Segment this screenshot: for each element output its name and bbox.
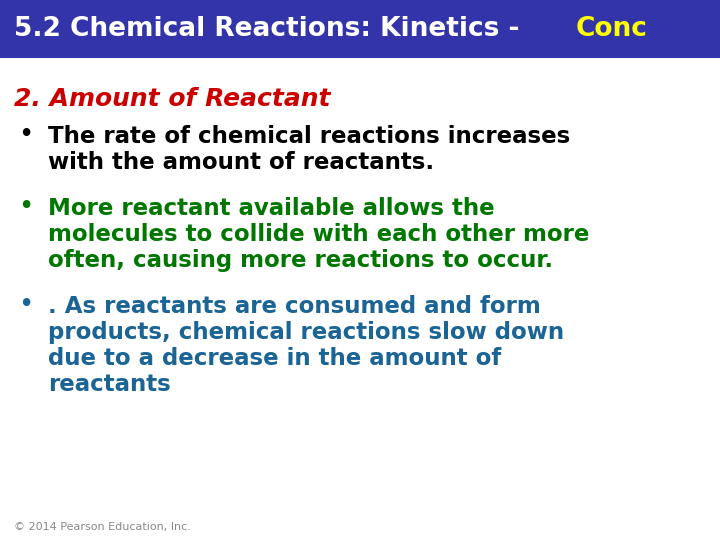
Text: © 2014 Pearson Education, Inc.: © 2014 Pearson Education, Inc.	[14, 522, 191, 532]
Text: •: •	[18, 292, 33, 318]
Text: •: •	[18, 194, 33, 220]
Text: Conc: Conc	[576, 16, 648, 42]
Text: due to a decrease in the amount of: due to a decrease in the amount of	[48, 347, 501, 370]
Text: 5.2 Chemical Reactions: Kinetics -: 5.2 Chemical Reactions: Kinetics -	[14, 16, 528, 42]
Text: The rate of chemical reactions increases: The rate of chemical reactions increases	[48, 125, 570, 148]
Text: with the amount of reactants.: with the amount of reactants.	[48, 151, 434, 174]
Text: reactants: reactants	[48, 373, 171, 396]
Text: •: •	[18, 122, 33, 148]
Bar	[0, 0, 720, 58]
Text: 2. Amount of Reactant: 2. Amount of Reactant	[14, 87, 330, 111]
Text: More reactant available allows the: More reactant available allows the	[48, 197, 495, 220]
Text: often, causing more reactions to occur.: often, causing more reactions to occur.	[48, 249, 553, 272]
Text: products, chemical reactions slow down: products, chemical reactions slow down	[48, 321, 564, 344]
Text: molecules to collide with each other more: molecules to collide with each other mor…	[48, 223, 590, 246]
Text: . As reactants are consumed and form: . As reactants are consumed and form	[48, 295, 541, 318]
